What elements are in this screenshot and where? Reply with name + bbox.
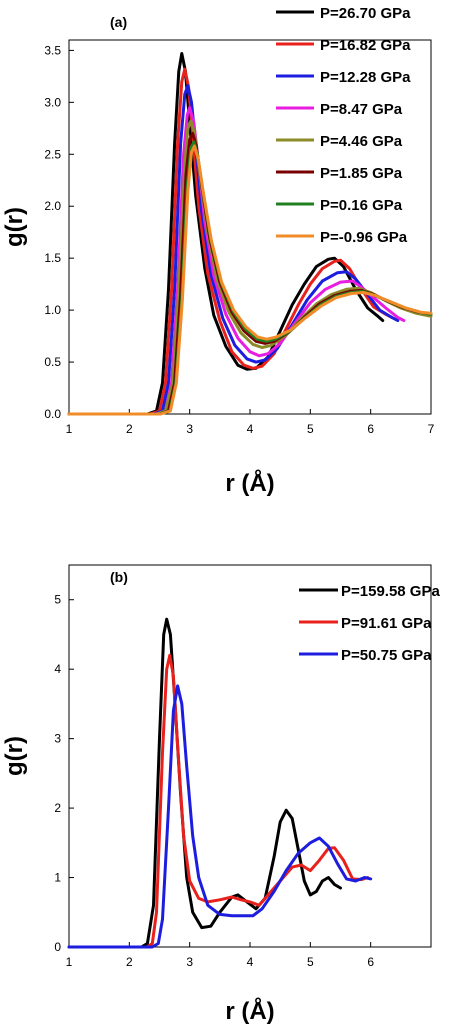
legend-entry: P=0.16 GPa [320, 197, 403, 214]
x-tick-label: 4 [247, 422, 254, 436]
legend-entry: P=26.70 GPa [320, 5, 411, 22]
x-tick-label: 2 [126, 422, 133, 436]
y-tick-label: 2.0 [44, 199, 61, 213]
legend-entry: P=91.61 GPa [341, 615, 432, 632]
y-tick-label: 1.5 [44, 251, 61, 265]
legend-entry: P=159.58 GPa [341, 583, 440, 600]
y-axis-label-b: g(r) [1, 736, 28, 776]
series-line-4 [67, 106, 406, 416]
series-line-2 [67, 653, 370, 949]
series-line-1 [67, 617, 342, 949]
x-tick-label: 4 [247, 955, 254, 969]
panel-label-a: (a) [110, 14, 127, 30]
x-tick-label: 6 [367, 422, 374, 436]
y-axis-label-a: g(r) [1, 207, 28, 247]
series-line-7 [67, 140, 433, 416]
y-tick-label: 1.0 [44, 303, 61, 317]
y-tick-label: 4 [54, 662, 61, 676]
x-tick-label: 2 [126, 955, 133, 969]
legend-entry: P=12.28 GPa [320, 69, 411, 86]
series-line-8 [67, 144, 433, 416]
legend-entry: P=8.47 GPa [320, 101, 403, 118]
legend-entry: P=1.85 GPa [320, 165, 403, 182]
legend-entry: P=16.82 GPa [320, 37, 411, 54]
lines-b [67, 617, 373, 949]
y-tick-label: 3.5 [44, 43, 61, 57]
y-tick-label: 0.0 [44, 407, 61, 421]
legend-a: P=26.70 GPa P=16.82 GPa P=12.28 GPa P=8.… [276, 5, 411, 246]
x-tick-label: 5 [307, 955, 314, 969]
y-tick-label: 0.5 [44, 355, 61, 369]
legend-entry: P=-0.96 GPa [320, 229, 408, 246]
legend-entry: P=4.46 GPa [320, 133, 403, 150]
y-tick-label: 3 [54, 732, 61, 746]
series-line-2 [67, 67, 394, 416]
plot-frame-a [68, 39, 432, 415]
legend-entry: P=50.75 GPa [341, 647, 432, 664]
x-tick-label: 1 [66, 955, 73, 969]
x-tick-label: 7 [428, 422, 435, 436]
y-tick-label: 2 [54, 801, 61, 815]
x-axis-label-a: r (Å) [225, 469, 274, 497]
series-line-3 [67, 84, 400, 416]
panel-a: 1 2 3 4 5 6 7 0.0 0.5 1.0 1.5 2.0 2.5 3.0 3.5 (a) r (Å… [1, 5, 435, 497]
x-tick-label: 3 [186, 422, 193, 436]
y-tick-label: 2.5 [44, 147, 61, 161]
y-tick-label: 0 [54, 940, 61, 954]
lines-a [67, 52, 433, 416]
x-tick-label: 6 [367, 955, 374, 969]
y-tick-label: 3.0 [44, 95, 61, 109]
y-tick-label: 5 [54, 593, 61, 607]
panel-label-b: (b) [110, 569, 128, 585]
series-line-3 [67, 684, 373, 949]
x-tick-label: 1 [66, 422, 73, 436]
x-tick-label: 3 [186, 955, 193, 969]
x-tick-label: 5 [307, 422, 314, 436]
ticks-a: 1 2 3 4 5 6 7 0.0 0.5 1.0 1.5 2.0 2.5 3.0 3.5 [44, 43, 434, 436]
x-axis-label-b: r (Å) [225, 997, 274, 1025]
y-tick-label: 1 [54, 871, 61, 885]
legend-b: P=159.58 GPa P=91.61 GPa P=50.75 GPa [299, 583, 440, 664]
